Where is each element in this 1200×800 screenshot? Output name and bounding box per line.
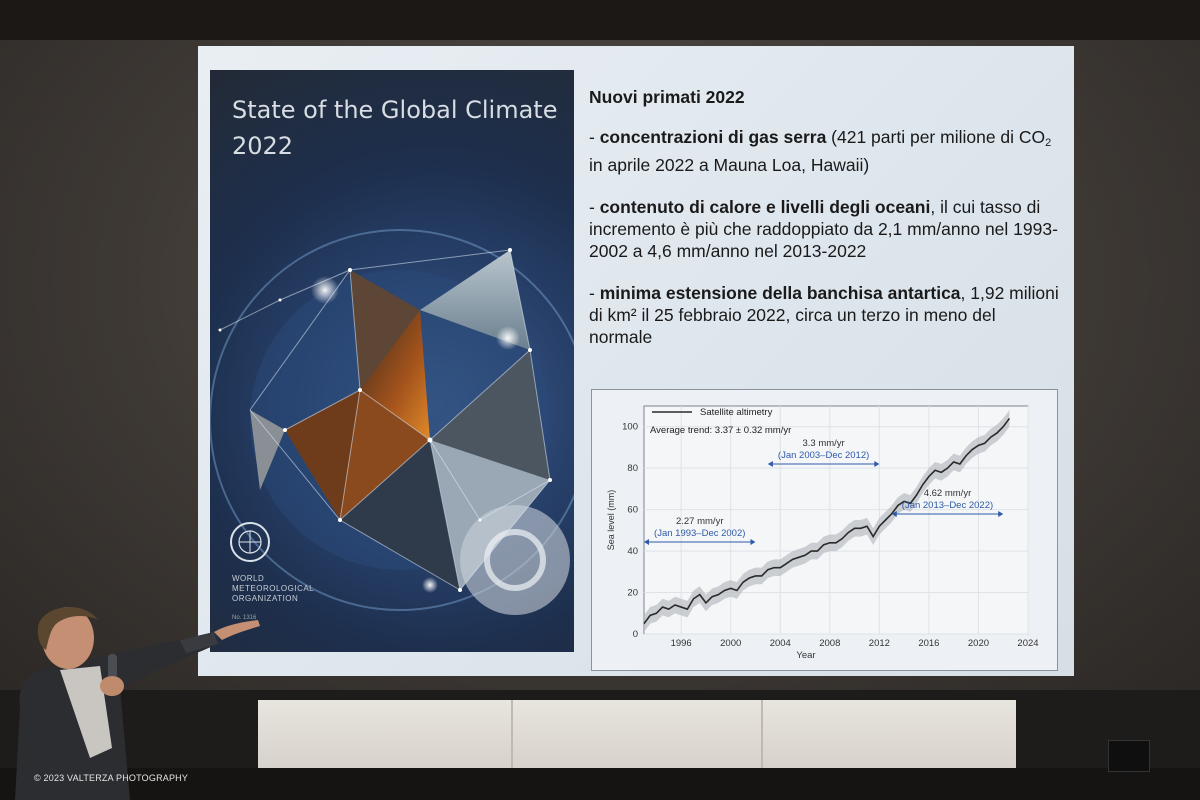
y-tick-label: 60: [627, 505, 638, 516]
subscript: 2: [1045, 137, 1052, 149]
cover-title-line2: 2022: [232, 132, 294, 160]
bullet-text: (421 parti per milione di CO: [826, 127, 1046, 147]
bullet-item: - contenuto di calore e livelli degli oc…: [589, 197, 1058, 261]
slide-heading: Nuovi primati 2022: [589, 87, 745, 107]
trend-period-label: (Jan 2013–Dec 2022): [902, 500, 993, 511]
org-line: ORGANIZATION: [232, 594, 299, 603]
legend-label: Satellite altimetry: [700, 407, 773, 418]
microphone-icon: [108, 654, 117, 680]
cover-title: State of the Global Climate 2022: [232, 92, 562, 164]
bullet-bold: concentrazioni di gas serra: [599, 127, 827, 147]
sea-level-chart: 0 20 40 60 80 100 1996 2000 2004 2008 2012 2016 2020…: [591, 389, 1058, 671]
org-line: WORLD: [232, 574, 265, 583]
bullet-bold: contenuto di calore e livelli degli ocea…: [599, 197, 931, 217]
stage-floor: [0, 768, 1200, 800]
x-tick-label: 2004: [770, 638, 791, 649]
x-tick-label: 2016: [918, 638, 939, 649]
trend-rate-label: 2.27 mm/yr: [676, 516, 724, 527]
series-line: [643, 417, 1011, 625]
y-tick-label: 100: [622, 422, 638, 433]
x-tick-label: 2024: [1017, 638, 1038, 649]
bullet-item: - concentrazioni di gas serra (421 parti…: [589, 127, 1052, 175]
slide-text: Nuovi primati 2022 - concentrazioni di g…: [589, 86, 1059, 368]
y-tick-label: 0: [633, 629, 638, 640]
report-number: No. 1316: [232, 615, 257, 621]
trend-period-label: (Jan 2003–Dec 2012): [778, 450, 869, 461]
x-tick-label: 2012: [869, 638, 890, 649]
table-seam: [761, 700, 763, 772]
y-axis-label: Sea level (mm): [606, 490, 616, 551]
bullet-text: , 1,92 milioni di km² il 25 febbraio 202…: [589, 283, 1059, 347]
org-line: METEOROLOGICAL: [232, 584, 315, 593]
chart-svg: 0 20 40 60 80 100 1996 2000 2004 2008 2012 2016 2020…: [606, 405, 1039, 661]
arrow-head: [874, 461, 880, 467]
x-axis-label: Year: [796, 650, 815, 661]
trend-period-label: (Jan 1993–Dec 2002): [654, 528, 745, 539]
arrow-head: [644, 539, 649, 545]
stage-monitor: [1108, 740, 1150, 772]
ceiling: [0, 0, 1200, 40]
arrow-head: [998, 511, 1004, 517]
x-tick-label: 2000: [720, 638, 741, 649]
trend-rate-label: 4.62 mm/yr: [924, 488, 972, 499]
presenter-photo: [15, 606, 260, 800]
trend-rate-label: 3.3 mm/yr: [802, 438, 844, 449]
arrow-head: [750, 539, 756, 545]
stage-table: [258, 700, 1016, 772]
y-tick-label: 40: [627, 546, 638, 557]
trend-label: Average trend: 3.37 ± 0.32 mm/yr: [650, 425, 791, 436]
wmo-emblem-icon: [230, 522, 270, 562]
arrow-head: [891, 511, 897, 517]
x-tick-label: 2020: [968, 638, 989, 649]
arrow-head: [767, 461, 773, 467]
bullet-text: in aprile 2022 a Mauna Loa, Hawaii): [589, 155, 870, 175]
y-tick-label: 20: [627, 588, 638, 599]
bullet-text: , il cui tasso di incremento è più che r…: [589, 197, 1058, 261]
wmo-org-name: WORLD METEOROLOGICAL ORGANIZATION: [232, 574, 352, 604]
globe-mosaic-image: [210, 229, 574, 615]
y-tick-label: 80: [627, 463, 638, 474]
table-seam: [511, 700, 513, 772]
x-tick-label: 1996: [671, 638, 692, 649]
photo-credit: © 2023 VALTERZA PHOTOGRAPHY: [34, 773, 189, 783]
report-cover: State of the Global Climate 2022: [210, 70, 574, 652]
bullet-item: - minima estensione della banchisa antar…: [589, 283, 1059, 347]
cover-title-line1: State of the Global Climate: [232, 96, 558, 124]
x-tick-label: 2008: [819, 638, 840, 649]
uncertainty-band: [644, 410, 1010, 632]
bullet-bold: minima estensione della banchisa antarti…: [599, 283, 961, 303]
